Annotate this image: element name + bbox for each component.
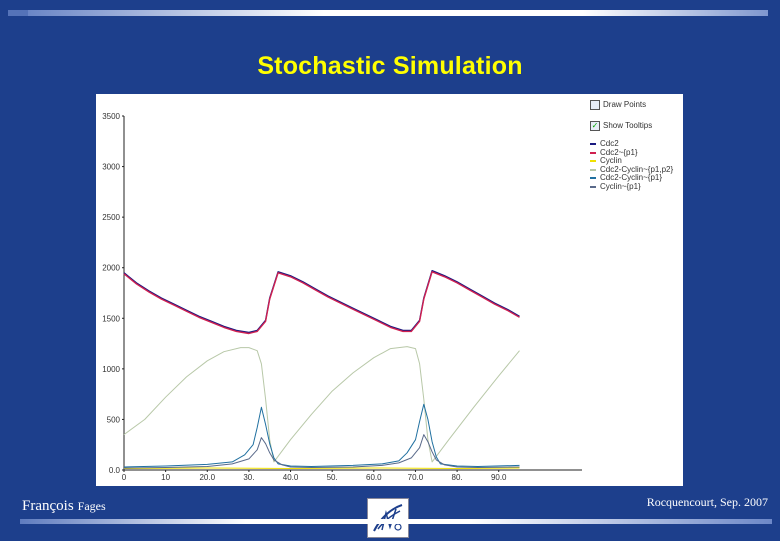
x-tick-label: 80. [452, 473, 463, 482]
x-tick-label: 40.0 [283, 473, 299, 482]
draw-points-checkbox[interactable] [590, 99, 600, 110]
legend-swatch [590, 151, 596, 154]
show-tooltips-checkbox[interactable]: ✓ [590, 120, 600, 131]
y-tick-label: 3500 [102, 112, 120, 121]
author: François Fages [22, 497, 106, 515]
legend-label: Cyclin~{p1} [600, 181, 641, 191]
tick-layer: 0.0 500 1000 1500 2000 2500 3000 3500 0 10 20.0 30.… [102, 112, 507, 482]
legend-swatch [590, 185, 596, 188]
x-tick-label: 70.0 [408, 473, 424, 482]
legend: Draw Points ✓ Show Tooltips Cdc2 Cdc2~{p1… [590, 98, 682, 191]
y-tick-label: 2500 [102, 213, 120, 222]
x-tick-label: 30. [243, 473, 254, 482]
legend-label: Cdc2 [600, 139, 619, 149]
series-line-4 [123, 403, 520, 468]
series-line-5 [123, 434, 520, 469]
legend-swatch [590, 177, 596, 180]
y-tick-label: 3000 [102, 163, 120, 172]
inria-logo-icon [367, 498, 409, 538]
top-rule-accent [8, 10, 28, 16]
x-tick-label: 60.0 [366, 473, 382, 482]
legend-swatch [590, 168, 596, 171]
y-tick-label: 1000 [102, 365, 120, 374]
x-tick-label: 50. [327, 473, 338, 482]
series-line-2 [123, 467, 520, 469]
author-first-name: François [22, 498, 74, 514]
venue-date: Rocquencourt, Sep. 2007 [646, 495, 768, 509]
legend-entry: Cdc2 [590, 140, 682, 149]
legend-entry: Cdc2-Cyclin~{p1,p2} [590, 164, 682, 175]
author-last-name: Fages [77, 499, 106, 513]
x-tick-label: 0 [122, 473, 127, 482]
series-line-1 [123, 271, 520, 335]
y-tick-label: 1500 [102, 314, 120, 323]
slide-title: Stochastic Simulation [257, 52, 523, 80]
x-tick-label: 10 [161, 473, 170, 482]
series-line-3 [123, 346, 520, 463]
legend-entry: Cyclin~{p1} [590, 181, 682, 192]
y-tick-label: 0.0 [109, 466, 121, 475]
legend-entry: Cdc2~{p1} [590, 147, 682, 158]
legend-entry: Cdc2-Cyclin~{p1} [590, 174, 682, 183]
show-tooltips-label: Show Tooltips [603, 121, 653, 130]
x-tick-label: 20.0 [199, 473, 215, 482]
draw-points-label: Draw Points [603, 100, 647, 109]
legend-swatch [590, 160, 596, 163]
y-tick-label: 500 [107, 415, 121, 424]
top-rule [28, 10, 768, 16]
line-chart: 0.0 500 1000 1500 2000 2500 3000 3500 0 10 20.0 30.… [102, 112, 582, 482]
series-layer [123, 269, 520, 469]
legend-entry: Cyclin [590, 157, 682, 166]
bottom-rule [20, 519, 772, 524]
legend-label: Cyclin [600, 156, 622, 166]
show-tooltips-toggle[interactable]: ✓ Show Tooltips [590, 119, 682, 132]
legend-series-list: Cdc2 Cdc2~{p1} Cyclin Cdc2-Cyclin~{p1,p2} Cd… [590, 140, 682, 191]
legend-label: Cdc2-Cyclin~{p1} [600, 173, 663, 183]
y-tick-label: 2000 [102, 264, 120, 273]
plot-panel: 0.0 500 1000 1500 2000 2500 3000 3500 0 10 20.0 30.… [96, 94, 683, 486]
x-tick-label: 90.0 [491, 473, 507, 482]
legend-label: Cdc2~{p1} [600, 147, 638, 157]
series-line-0 [123, 269, 520, 334]
legend-label: Cdc2-Cyclin~{p1,p2} [600, 164, 674, 174]
legend-swatch [590, 143, 596, 146]
draw-points-toggle[interactable]: Draw Points [590, 98, 682, 111]
